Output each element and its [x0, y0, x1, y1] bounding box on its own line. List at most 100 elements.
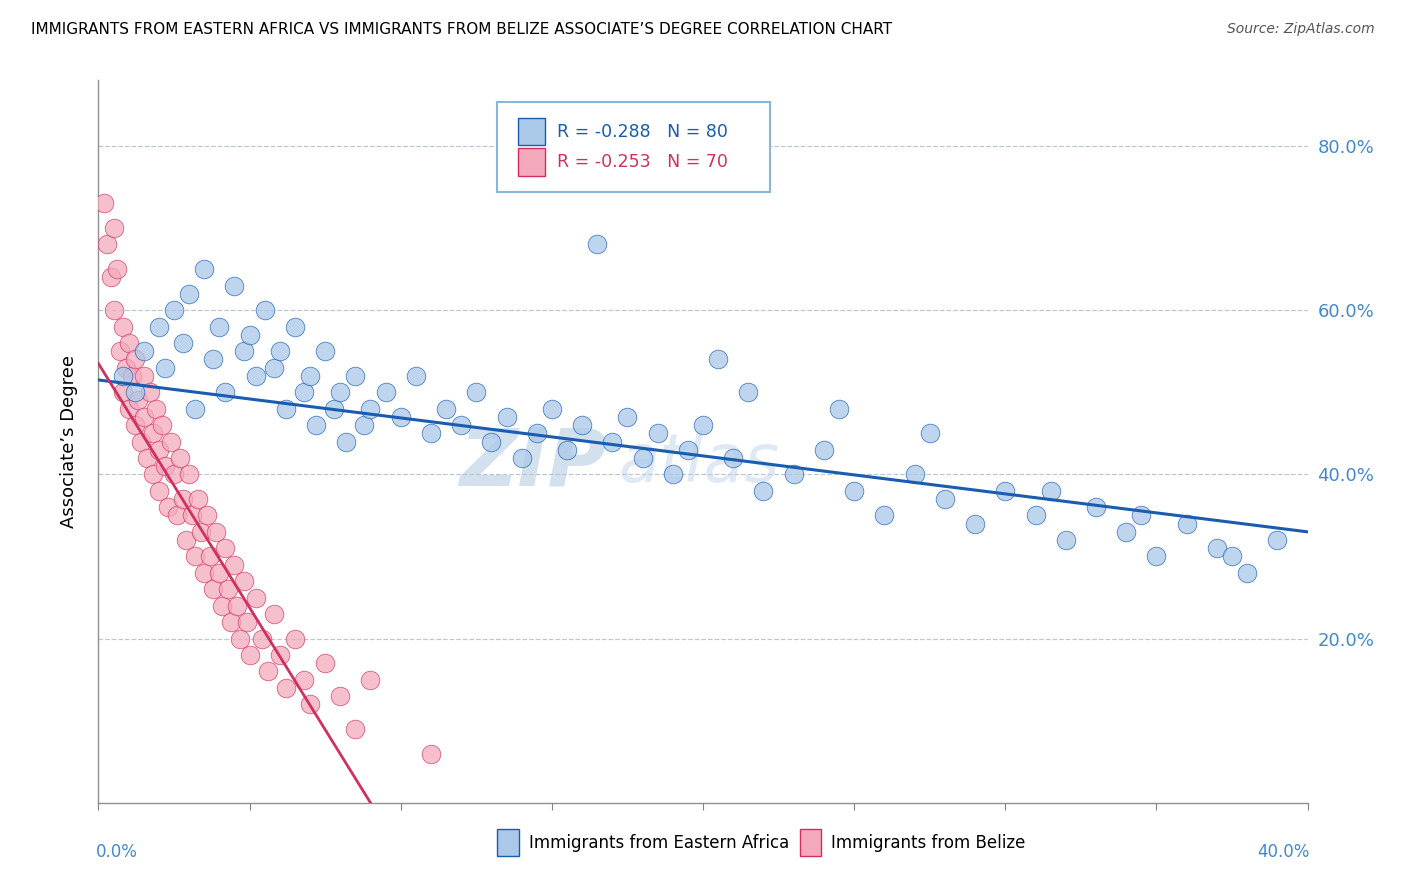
Point: [904, 467, 927, 482]
Point: [132, 344, 155, 359]
Text: 40.0%: 40.0%: [1257, 843, 1310, 861]
Point: [124, 385, 146, 400]
Point: [121, 368, 143, 383]
Point: [314, 344, 336, 359]
Point: [202, 352, 225, 367]
Point: [329, 689, 352, 703]
Point: [148, 319, 170, 334]
Point: [616, 409, 638, 424]
Point: [153, 360, 176, 375]
Point: [1039, 483, 1062, 498]
Point: [256, 665, 278, 679]
Point: [114, 360, 136, 375]
Point: [1054, 533, 1077, 547]
Point: [166, 508, 188, 523]
Point: [647, 426, 669, 441]
Point: [783, 467, 806, 482]
Point: [555, 442, 578, 457]
Point: [344, 368, 367, 383]
Point: [269, 648, 291, 662]
Text: IMMIGRANTS FROM EASTERN AFRICA VS IMMIGRANTS FROM BELIZE ASSOCIATE’S DEGREE CORR: IMMIGRANTS FROM EASTERN AFRICA VS IMMIGR…: [31, 22, 891, 37]
Point: [111, 319, 134, 334]
Point: [224, 558, 246, 572]
Point: [1144, 549, 1167, 564]
Point: [1024, 508, 1046, 523]
FancyBboxPatch shape: [517, 118, 544, 145]
Point: [434, 401, 457, 416]
Point: [208, 566, 231, 580]
Point: [329, 385, 352, 400]
Point: [245, 368, 267, 383]
Point: [707, 352, 730, 367]
Point: [323, 401, 346, 416]
Point: [263, 360, 285, 375]
Point: [1175, 516, 1198, 531]
Point: [124, 352, 146, 367]
Point: [172, 336, 194, 351]
Point: [205, 524, 228, 539]
Point: [389, 409, 412, 424]
Point: [135, 450, 157, 465]
Point: [93, 196, 115, 211]
Point: [193, 262, 215, 277]
Point: [156, 500, 179, 515]
Point: [145, 401, 167, 416]
Point: [217, 582, 239, 597]
Point: [139, 385, 162, 400]
Point: [181, 508, 204, 523]
Point: [111, 385, 134, 400]
Point: [284, 632, 307, 646]
Point: [200, 549, 222, 564]
Point: [232, 574, 254, 588]
Point: [127, 393, 149, 408]
Point: [239, 327, 262, 342]
Point: [1130, 508, 1153, 523]
Point: [232, 344, 254, 359]
Y-axis label: Associate’s Degree: Associate’s Degree: [59, 355, 77, 528]
Point: [353, 418, 375, 433]
Point: [229, 632, 252, 646]
Point: [631, 450, 654, 465]
Point: [586, 237, 609, 252]
Point: [179, 286, 201, 301]
Point: [108, 344, 131, 359]
Text: Source: ZipAtlas.com: Source: ZipAtlas.com: [1227, 22, 1375, 37]
FancyBboxPatch shape: [498, 102, 769, 193]
Point: [153, 459, 176, 474]
Point: [844, 483, 866, 498]
Point: [250, 632, 273, 646]
Point: [828, 401, 851, 416]
Point: [211, 599, 233, 613]
Point: [269, 344, 291, 359]
Point: [224, 278, 246, 293]
Point: [263, 607, 285, 621]
Point: [163, 303, 186, 318]
Point: [111, 368, 134, 383]
Point: [813, 442, 835, 457]
Point: [526, 426, 548, 441]
Point: [934, 491, 956, 506]
Point: [692, 418, 714, 433]
Point: [214, 385, 236, 400]
Point: [179, 467, 201, 482]
Point: [873, 508, 896, 523]
Point: [160, 434, 183, 449]
Point: [132, 409, 155, 424]
Point: [163, 467, 186, 482]
Point: [292, 673, 315, 687]
Point: [1085, 500, 1108, 515]
Point: [193, 566, 215, 580]
Point: [374, 385, 396, 400]
Point: [142, 467, 165, 482]
Text: R = -0.288   N = 80: R = -0.288 N = 80: [557, 122, 727, 141]
Point: [253, 303, 276, 318]
Point: [274, 681, 297, 695]
Point: [221, 615, 243, 630]
Point: [510, 450, 533, 465]
Point: [103, 303, 125, 318]
Point: [208, 319, 231, 334]
Point: [420, 426, 443, 441]
Point: [184, 401, 207, 416]
Point: [142, 426, 165, 441]
Point: [150, 418, 173, 433]
